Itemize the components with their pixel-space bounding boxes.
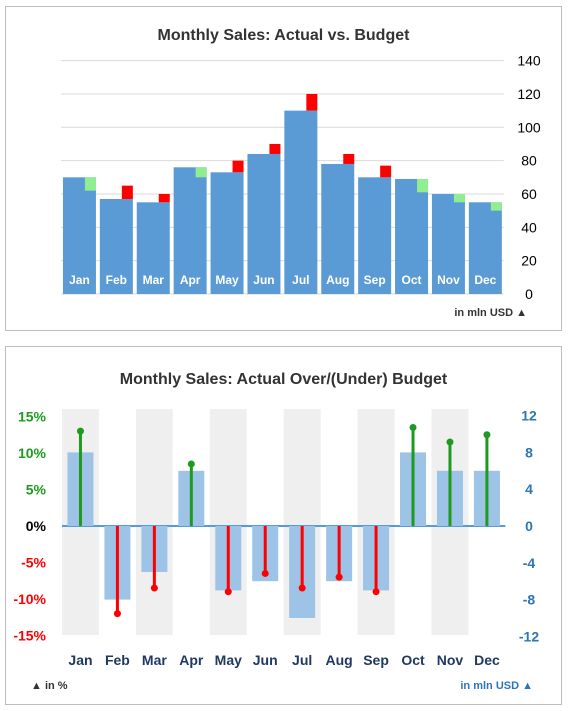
alternate-band [135, 409, 173, 635]
actual-bar [99, 198, 133, 294]
over-under-panel: Monthly Sales: Actual Over/(Under) Budge… [5, 346, 562, 705]
actual-bar [210, 172, 244, 294]
actual-bar [358, 177, 392, 294]
left-y-tick-label: -5% [21, 555, 46, 571]
x-tick-label: Sep [363, 652, 389, 668]
budget-gap-marker [306, 93, 318, 111]
budget-gap-marker [380, 165, 392, 178]
percent-lollipop-dot [261, 569, 269, 577]
right-y-tick-label: -4 [523, 555, 536, 571]
x-tick-label: Mar [143, 273, 165, 287]
chart1-title: Monthly Sales: Actual vs. Budget [157, 27, 410, 44]
y-tick-label: 20 [521, 253, 537, 269]
actual-bar [321, 163, 355, 294]
left-y-tick-label: 0% [26, 518, 47, 534]
y-tick-label: 0 [525, 286, 533, 302]
x-tick-label: Mar [142, 652, 167, 668]
over-under-chart: 15% 10% 5% 0% -5% -10% -15% 12 8 4 0 -4 -8 -12 Jan Feb M… [13, 408, 539, 668]
right-y-tick-label: -12 [519, 628, 539, 644]
percent-lollipop-dot [187, 460, 195, 468]
x-tick-label: May [215, 273, 239, 287]
percent-lollipop-dot [446, 438, 454, 446]
actual-vs-budget-panel: Monthly Sales: Actual vs. Budget 0 20 40 60… [5, 6, 562, 331]
left-y-tick-label: 10% [18, 445, 47, 461]
x-tick-label: Apr [179, 652, 204, 668]
alternate-band [209, 409, 247, 635]
right-y-tick-label: -8 [523, 592, 536, 608]
x-tick-label: Jan [68, 652, 92, 668]
actual-bar [395, 178, 429, 294]
actual-bar [468, 202, 502, 294]
right-y-tick-label: 12 [521, 408, 537, 424]
percent-lollipop-dot [113, 610, 121, 618]
x-tick-label: Sep [364, 273, 386, 287]
actual-bar [136, 202, 170, 294]
right-y-tick-label: 8 [525, 444, 533, 460]
actual-vs-budget-chart: 0 20 40 60 80 100 120 140 Jan Feb Mar Apr May Jun Jul A… [61, 53, 541, 302]
actual-bar [284, 110, 318, 294]
x-tick-label: Jun [253, 273, 274, 287]
x-tick-label: Nov [437, 273, 460, 287]
x-tick-label: Nov [437, 652, 464, 668]
x-tick-label: Oct [402, 273, 422, 287]
y-tick-label: 40 [521, 219, 537, 235]
x-tick-label: Jul [292, 652, 312, 668]
chart2-title: Monthly Sales: Actual Over/(Under) Budge… [119, 371, 448, 388]
percent-lollipop-dot [372, 588, 380, 596]
budget-gap-marker [121, 185, 133, 199]
y-tick-label: 60 [521, 186, 537, 202]
percent-lollipop-dot [335, 573, 343, 581]
actual-bar [62, 177, 96, 294]
y-tick-label: 80 [521, 153, 537, 169]
left-y-tick-label: -10% [13, 591, 46, 607]
x-tick-label: Jan [69, 273, 90, 287]
x-tick-label: Aug [326, 273, 349, 287]
x-tick-label: Jul [292, 273, 309, 287]
percent-lollipop-dot [409, 423, 417, 431]
budget-gap-marker [232, 160, 244, 173]
budget-gap-marker [417, 178, 429, 193]
percent-lollipop-dot [298, 584, 306, 592]
budget-gap-marker [453, 193, 465, 203]
actual-bar [247, 153, 281, 294]
x-tick-label: Aug [326, 652, 353, 668]
budget-gap-marker [269, 143, 281, 154]
chart2-right-unit-note: in mln USD ▲ [460, 680, 533, 692]
left-y-tick-label: -15% [13, 628, 46, 644]
y-tick-label: 100 [517, 119, 541, 135]
x-tick-label: Dec [474, 273, 496, 287]
budget-gap-marker [158, 193, 170, 203]
chart2-left-unit-note: ▲ in % [31, 680, 68, 692]
budget-gap-marker [195, 167, 207, 178]
actual-bar [173, 167, 207, 294]
budget-gap-marker [490, 202, 502, 211]
x-tick-label: Oct [401, 652, 425, 668]
y-tick-label: 120 [517, 86, 541, 102]
x-tick-label: May [215, 652, 242, 668]
x-tick-label: Jun [253, 652, 278, 668]
percent-lollipop-dot [224, 588, 232, 596]
percent-lollipop-dot [76, 427, 84, 435]
percent-lollipop-dot [483, 431, 491, 439]
y-tick-label: 140 [517, 53, 541, 69]
x-tick-label: Feb [105, 652, 130, 668]
chart1-unit-note: in mln USD ▲ [454, 307, 527, 319]
right-y-tick-label: 4 [525, 481, 533, 497]
budget-gap-marker [343, 153, 355, 164]
x-tick-label: Feb [106, 273, 127, 287]
x-tick-label: Apr [180, 273, 201, 287]
left-y-tick-label: 15% [18, 409, 47, 425]
percent-lollipop-dot [150, 584, 158, 592]
alternate-band [357, 409, 395, 635]
right-y-tick-label: 0 [525, 518, 533, 534]
actual-bar [431, 193, 465, 294]
x-tick-label: Dec [474, 652, 500, 668]
budget-gap-marker [84, 177, 96, 191]
left-y-tick-label: 5% [26, 482, 47, 498]
